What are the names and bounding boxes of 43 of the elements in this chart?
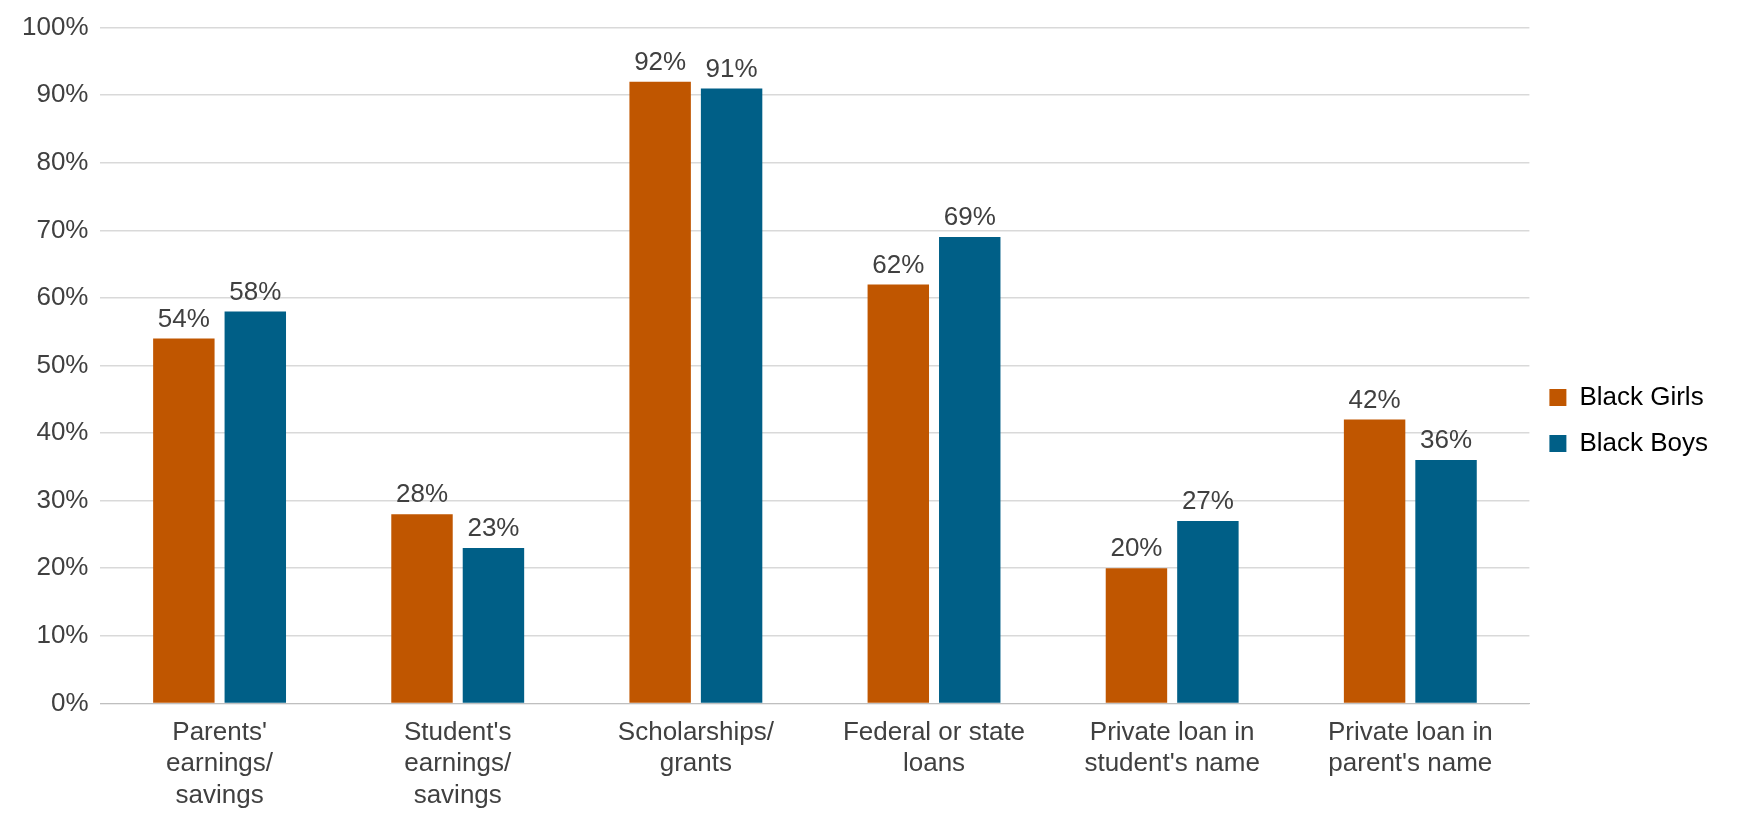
bar [700,88,763,703]
bar [391,514,453,703]
y-tick-label: 60% [36,281,89,312]
x-tick-label: Student's earnings/ savings [403,716,512,809]
data-label: 28% [395,478,449,509]
data-label: 23% [467,512,520,543]
bar [939,237,1001,703]
data-label: 36% [1420,424,1473,455]
bar [1177,520,1239,703]
x-tick-label: Private loan in student's name [1084,716,1260,778]
bar [153,338,215,703]
y-tick-label: 40% [36,416,89,447]
y-tick-label: 0% [50,686,89,717]
x-tick-label: Parents' earnings/ savings [166,716,274,809]
data-label: 20% [1110,532,1163,563]
data-label: 92% [634,45,687,76]
legend-label: Black Boys [1579,426,1709,457]
data-label: 62% [872,248,925,279]
bar [1415,460,1477,703]
y-tick-label: 80% [36,145,89,176]
data-label: 54% [157,302,210,333]
y-tick-label: 30% [36,483,89,514]
bar [224,311,287,703]
y-tick-label: 90% [36,78,89,109]
data-label: 91% [705,52,758,83]
y-tick-label: 10% [36,618,89,649]
bar [462,547,525,703]
y-tick-label: 20% [36,551,89,582]
legend-label: Black Girls [1579,380,1704,411]
x-tick-label: Federal or state loans [842,716,1026,778]
bar [1105,568,1168,703]
bar [1343,419,1406,703]
bar [629,81,691,703]
data-label: 42% [1348,383,1401,414]
y-tick-label: 70% [36,213,89,244]
x-tick-label: Private loan in parent's name [1327,716,1493,778]
x-tick-label: Scholarships/ grants [617,716,775,778]
data-label: 69% [943,201,996,232]
y-tick-label: 100% [22,10,89,41]
bar [867,284,930,703]
data-label: 58% [229,275,282,306]
y-tick-label: 50% [36,348,89,379]
data-label: 27% [1181,485,1234,516]
